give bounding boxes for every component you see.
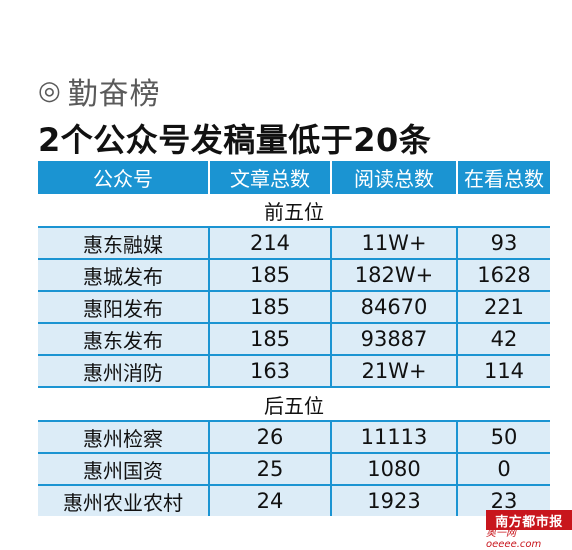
- cell-articles: 185: [208, 260, 330, 290]
- headline: 2个公众号发稿量低于20条: [38, 121, 432, 159]
- bullet-icon: ◎: [38, 76, 62, 106]
- cell-articles: 26: [208, 422, 330, 452]
- table-row: 惠城发布 185 182W+ 1628: [38, 260, 550, 292]
- cell-reads: 84670: [330, 292, 456, 322]
- cell-likes: 114: [456, 356, 550, 386]
- table-header-row: 公众号 文章总数 阅读总数 在看总数: [38, 161, 550, 194]
- cell-articles: 214: [208, 228, 330, 258]
- cell-reads: 182W+: [330, 260, 456, 290]
- table-row: 惠东融媒 214 11W+ 93: [38, 228, 550, 260]
- cell-articles: 25: [208, 454, 330, 484]
- table-row: 惠州农业农村 24 1923 23: [38, 486, 550, 516]
- section-row-top: 前五位: [38, 194, 550, 228]
- section-label-top: 前五位: [264, 199, 324, 224]
- column-header-articles: 文章总数: [208, 161, 330, 194]
- section-row-bottom: 后五位: [38, 388, 550, 422]
- table-row: 惠州消防 163 21W+ 114: [38, 356, 550, 388]
- cell-likes: 1628: [456, 260, 550, 290]
- cell-articles: 24: [208, 486, 330, 516]
- cell-likes: 93: [456, 228, 550, 258]
- cell-likes: 42: [456, 324, 550, 354]
- cell-reads: 21W+: [330, 356, 456, 386]
- cell-account: 惠州国资: [83, 458, 163, 483]
- cell-reads: 93887: [330, 324, 456, 354]
- cell-account: 惠东发布: [83, 328, 163, 353]
- cell-account: 惠州检察: [83, 426, 163, 451]
- cell-reads: 11W+: [330, 228, 456, 258]
- column-header-likes: 在看总数: [456, 161, 550, 194]
- cell-likes: 0: [456, 454, 550, 484]
- table-row: 惠州国资 25 1080 0: [38, 454, 550, 486]
- cell-account: 惠东融媒: [83, 232, 163, 257]
- cell-reads: 1923: [330, 486, 456, 516]
- table-row: 惠州检察 26 11113 50: [38, 422, 550, 454]
- cell-reads: 1080: [330, 454, 456, 484]
- cell-reads: 11113: [330, 422, 456, 452]
- section-label-bottom: 后五位: [264, 393, 324, 418]
- table-row: 惠阳发布 185 84670 221: [38, 292, 550, 324]
- cell-likes: 50: [456, 422, 550, 452]
- logo-brand: 南方都市报: [486, 510, 572, 530]
- logo-sub: 奥一网 oeeee.com: [486, 528, 542, 550]
- cell-articles: 185: [208, 292, 330, 322]
- cell-account: 惠城发布: [83, 264, 163, 289]
- cell-account: 惠阳发布: [83, 296, 163, 321]
- newspaper-logo: 南方都市报 奥一网 oeeee.com: [486, 510, 572, 550]
- column-header-reads: 阅读总数: [330, 161, 456, 194]
- section-subtitle: ◎ 勤奋榜: [38, 68, 161, 114]
- column-header-account: 公众号: [93, 167, 153, 191]
- subtitle-text: 勤奋榜: [67, 77, 161, 112]
- ranking-table: 公众号 文章总数 阅读总数 在看总数 前五位 惠东融媒 214 11W+ 93 …: [38, 161, 550, 516]
- table-row: 惠东发布 185 93887 42: [38, 324, 550, 356]
- cell-account: 惠州消防: [83, 360, 163, 385]
- cell-likes: 221: [456, 292, 550, 322]
- cell-articles: 185: [208, 324, 330, 354]
- cell-likes: 23: [456, 486, 550, 516]
- cell-account: 惠州农业农村: [63, 490, 183, 515]
- cell-articles: 163: [208, 356, 330, 386]
